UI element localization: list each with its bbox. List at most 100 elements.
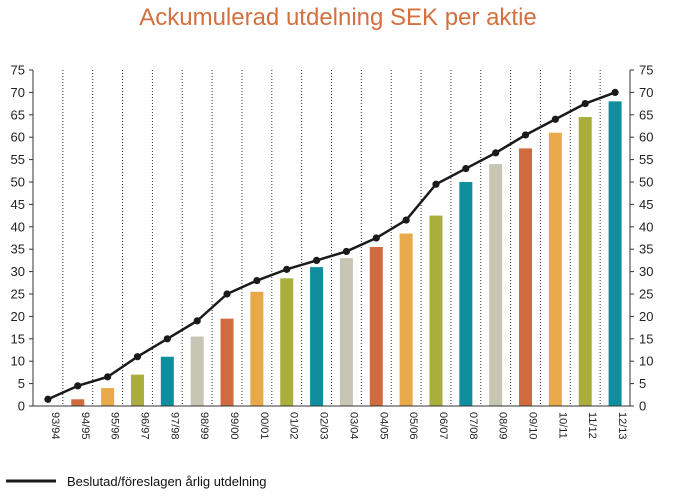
- y-axis-left: 0 5 10 15 20 25 30 35 40 45 50 55 60 65 70 75: [11, 63, 33, 414]
- axes: [32, 70, 631, 407]
- line-point: [492, 149, 500, 157]
- bar: [190, 336, 204, 406]
- x-axis: 93/94 94/95 95/96 96/97 97/98 98/99 99/00 00/01…: [49, 412, 628, 440]
- x-tick-label: 09/10: [527, 412, 539, 440]
- bar: [339, 258, 353, 406]
- line-point: [611, 88, 619, 96]
- y-tick-label: 50: [639, 175, 653, 190]
- bar: [310, 267, 324, 406]
- bar: [489, 164, 503, 406]
- x-tick-label: 97/98: [168, 412, 180, 440]
- bar: [250, 291, 264, 406]
- bar: [548, 132, 562, 406]
- y-tick-label: 50: [11, 175, 25, 190]
- bar: [101, 388, 115, 406]
- y-tick-label: 65: [639, 107, 653, 122]
- x-tick-label: 00/01: [258, 412, 270, 440]
- y-tick-label: 70: [639, 85, 653, 100]
- bar: [399, 233, 413, 406]
- line-point: [253, 276, 261, 285]
- y-tick-label: 35: [11, 242, 25, 257]
- y-tick-label: 5: [18, 376, 25, 391]
- line-point: [104, 373, 112, 381]
- x-tick-label: 02/03: [318, 412, 330, 440]
- line-point: [581, 100, 589, 108]
- legend-label: Beslutad/föreslagen årlig utdelning: [67, 474, 266, 489]
- y-tick-label: 45: [639, 197, 653, 212]
- series-line: [47, 91, 616, 401]
- line-point: [402, 216, 410, 224]
- y-tick-label: 55: [11, 152, 25, 167]
- y-tick-label: 45: [11, 197, 25, 212]
- x-tick-label: 99/00: [228, 412, 240, 440]
- y-axis-right: 0 5 10 15 20 25 30 35 40 45 50 55 60 65 70 75: [630, 63, 653, 414]
- x-tick-label: 03/04: [347, 412, 359, 440]
- bar: [608, 101, 622, 407]
- line-point: [312, 256, 321, 264]
- x-tick-label: 10/11: [556, 412, 568, 439]
- y-tick-label: 20: [11, 309, 25, 324]
- x-tick-label: 05/06: [407, 412, 419, 440]
- line-point: [342, 247, 351, 256]
- line-point: [163, 335, 171, 343]
- y-tick-label: 30: [639, 264, 653, 279]
- y-tick-label: 15: [11, 331, 25, 346]
- bar: [429, 215, 443, 406]
- x-tick-label: 12/13: [616, 412, 628, 440]
- x-tick-label: 95/96: [109, 412, 121, 440]
- bar: [130, 374, 144, 406]
- x-tick-label: 94/95: [79, 412, 91, 440]
- line-point: [432, 180, 440, 188]
- bar: [578, 117, 592, 406]
- grid: [62, 70, 601, 406]
- x-tick-label: 96/97: [138, 412, 150, 440]
- y-tick-label: 60: [639, 130, 653, 145]
- y-tick-label: 40: [639, 219, 653, 234]
- line-point: [521, 131, 530, 139]
- y-tick-label: 5: [639, 376, 646, 391]
- bars: [71, 101, 622, 407]
- bar: [160, 356, 174, 406]
- line-point: [193, 317, 201, 325]
- line-point: [223, 290, 231, 298]
- y-tick-label: 25: [11, 287, 25, 302]
- bar: [220, 318, 234, 406]
- x-tick-label: 04/05: [377, 412, 389, 440]
- line-point: [372, 234, 380, 242]
- y-tick-label: 65: [11, 107, 25, 122]
- bar: [369, 246, 383, 406]
- y-tick-label: 10: [639, 354, 653, 369]
- y-tick-label: 35: [639, 242, 653, 257]
- y-tick-label: 0: [639, 399, 646, 414]
- x-tick-label: 01/02: [288, 412, 300, 440]
- x-tick-label: 07/08: [467, 412, 479, 440]
- x-tick-label: 06/07: [437, 412, 449, 440]
- chart-title: Ackumulerad utdelning SEK per aktie: [139, 4, 537, 31]
- bar: [459, 182, 473, 406]
- x-tick-label: 93/94: [49, 412, 61, 440]
- bar: [280, 278, 294, 406]
- y-tick-label: 10: [11, 354, 25, 369]
- y-tick-label: 25: [639, 287, 653, 302]
- y-tick-label: 70: [11, 85, 25, 100]
- line-point: [283, 265, 291, 273]
- y-tick-label: 20: [639, 309, 653, 324]
- y-tick-label: 55: [639, 152, 653, 167]
- x-tick-label: 98/99: [198, 412, 210, 440]
- y-tick-label: 15: [639, 331, 653, 346]
- line-point: [462, 164, 470, 173]
- legend: Beslutad/föreslagen årlig utdelning: [6, 474, 266, 489]
- x-tick-label: 08/09: [497, 412, 509, 440]
- line-series: [44, 88, 619, 403]
- line-point: [74, 382, 82, 390]
- y-tick-label: 60: [11, 130, 25, 145]
- bar: [519, 148, 533, 406]
- x-tick-label: 11/12: [586, 412, 598, 439]
- bar: [71, 399, 85, 406]
- line-point: [551, 115, 559, 123]
- y-tick-label: 40: [11, 219, 25, 234]
- y-tick-label: 75: [11, 63, 25, 78]
- line-point: [133, 353, 142, 361]
- line-point: [44, 395, 52, 403]
